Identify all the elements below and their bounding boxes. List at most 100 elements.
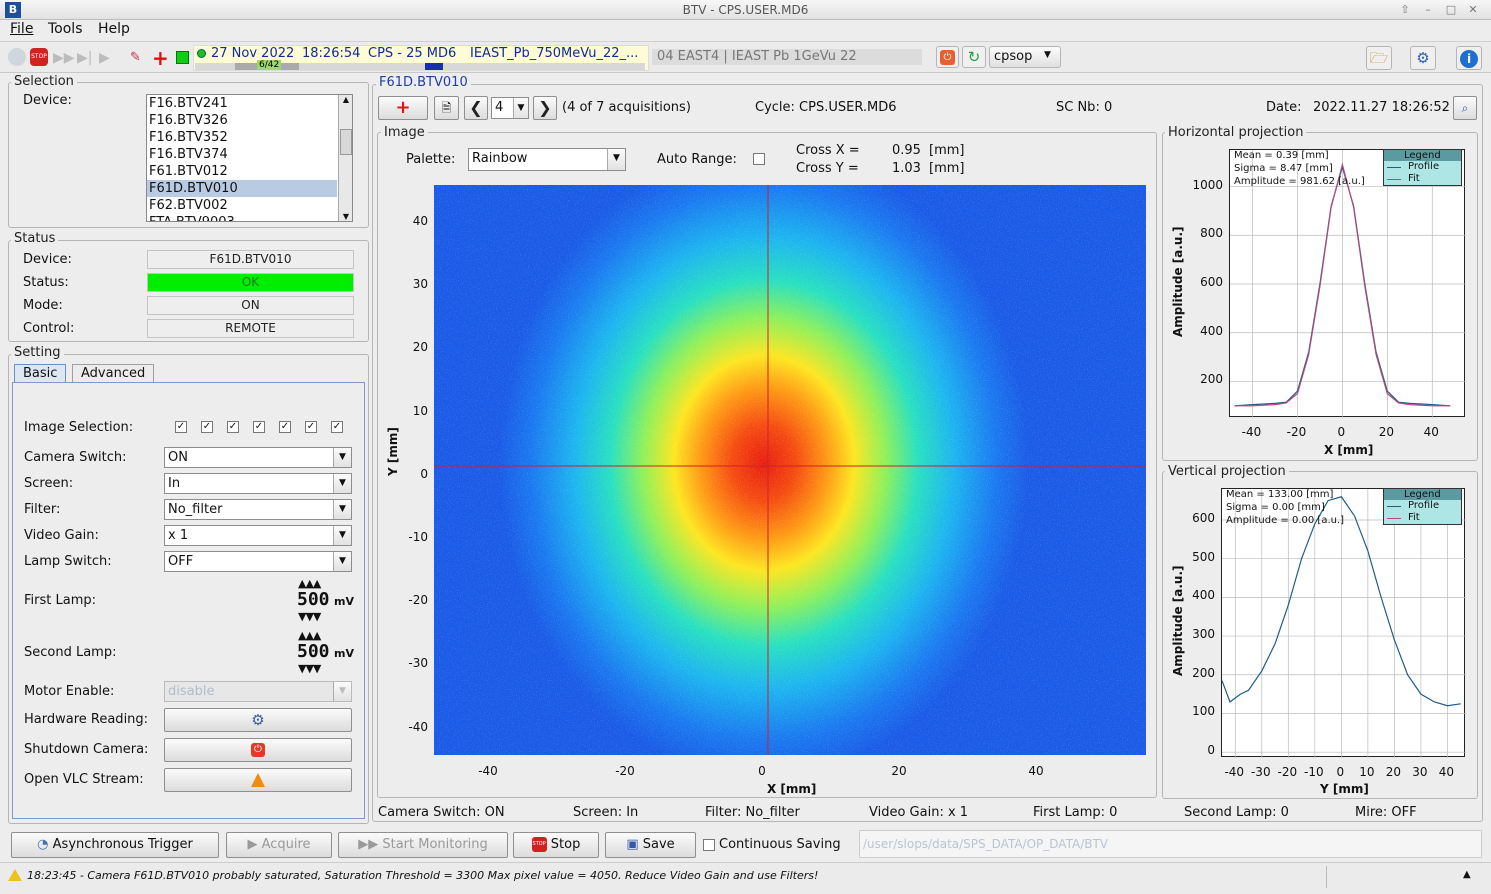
hproj-plot[interactable] (1229, 149, 1466, 418)
info-button[interactable]: i (1456, 46, 1482, 70)
expand-messages-icon[interactable]: ▲ (1463, 869, 1471, 880)
step-icon[interactable]: ▶| (77, 50, 93, 66)
next-button[interactable]: ❯ (533, 96, 557, 120)
camera-switch-select[interactable]: ON ▼ (164, 447, 352, 468)
close-icon[interactable]: ✕ (1468, 3, 1478, 16)
image-selection-checkbox[interactable]: ✓ (253, 421, 265, 433)
image-selection-checkbox[interactable]: ✓ (175, 421, 187, 433)
previous-button[interactable]: ❮ (464, 96, 488, 120)
title-bar: B BTV - CPS.USER.MD6 ⇧ – □ ✕ (0, 0, 1491, 20)
cross-y-value: 1.03 (892, 161, 921, 176)
lamp-switch-select[interactable]: OFF ▼ (164, 551, 352, 572)
timing-user: IEAST_Pb_750MeVu_22_... (470, 46, 639, 61)
device-list-item[interactable]: F16.BTV374 (149, 147, 228, 162)
y-tick-label: 600 (1200, 275, 1223, 289)
menu-file[interactable]: File (10, 21, 34, 37)
image-x-axis-label: X [mm] (767, 782, 817, 796)
stop-icon: STOP (531, 837, 547, 852)
second-lamp-value[interactable]: 500 (297, 641, 330, 662)
device-list-item[interactable]: F16.BTV326 (149, 113, 228, 128)
device-list-item[interactable]: F16.BTV352 (149, 130, 228, 145)
logout-button[interactable]: ⏻ (936, 46, 959, 68)
stop-icon[interactable]: STOP (30, 48, 48, 66)
save-button[interactable]: ▣ Save (605, 832, 696, 858)
y-tick-label: 200 (1192, 665, 1215, 680)
screen-select[interactable]: In ▼ (164, 473, 352, 494)
palette-label: Palette: (406, 152, 456, 167)
vproj-plot[interactable] (1221, 488, 1466, 758)
async-trigger-button[interactable]: ◔ Asynchronous Trigger (11, 832, 219, 858)
image-legend: Image (381, 125, 428, 140)
device-label: Device: (23, 93, 72, 108)
motor-enable-value: disable (168, 684, 215, 699)
rbac-user-select[interactable]: cpsop ▼ (989, 46, 1061, 68)
setting-panel (8, 354, 369, 824)
acquisition-panel (372, 84, 1483, 822)
device-list-item[interactable]: F62.BTV002 (149, 198, 228, 213)
device-list-item[interactable]: F16.BTV241 (149, 96, 228, 111)
save-path-field[interactable]: /user/slops/data/SPS_DATA/OP_DATA/BTV (859, 830, 1482, 858)
play-icon: ▶ (247, 837, 262, 852)
image-selection-checkbox[interactable]: ✓ (331, 421, 343, 433)
stop-button[interactable]: STOP Stop (513, 832, 599, 858)
menu-tools[interactable]: Tools (48, 21, 83, 37)
first-lamp-value[interactable]: 500 (297, 589, 330, 610)
first-lamp-down-arrows[interactable]: ▼▼▼ (298, 610, 321, 623)
gear-icon[interactable]: ⚙ (1410, 46, 1436, 70)
status-panel (8, 240, 369, 342)
y-tick-label: 800 (1200, 226, 1223, 241)
device-list[interactable]: F16.BTV241 F16.BTV326 F16.BTV352 F16.BTV374… (146, 94, 353, 222)
palette-select[interactable]: Rainbow ▼ (468, 148, 626, 171)
zoom-date-button[interactable]: ⌕ (1453, 96, 1477, 120)
summary-screen: Screen: In (573, 805, 639, 820)
device-list-item[interactable]: FTA.BTV9003 (147, 214, 337, 221)
add-acquisition-button[interactable]: + (378, 96, 428, 120)
maximize-icon[interactable]: □ (1445, 3, 1457, 16)
add-icon[interactable]: + (152, 46, 169, 70)
image-selection-checkbox[interactable]: ✓ (279, 421, 291, 433)
auto-range-checkbox[interactable] (753, 153, 765, 165)
menu-help[interactable]: Help (98, 21, 130, 37)
status-status-label: Status: (23, 275, 69, 290)
open-vlc-button[interactable] (164, 768, 352, 792)
hproj-legend-fit: Fit (1384, 173, 1461, 185)
cross-x-label: Cross X = (796, 143, 860, 158)
video-gain-select[interactable]: x 1 ▼ (164, 525, 352, 546)
image-selection-checkbox[interactable]: ✓ (305, 421, 317, 433)
first-lamp-up-arrows[interactable]: ▲▲▲ (298, 577, 321, 590)
refresh-button[interactable]: ↻ (962, 46, 986, 68)
continuous-saving-label: Continuous Saving (719, 837, 841, 852)
continuous-saving-checkbox[interactable] (703, 839, 715, 851)
chevron-down-icon: ▼ (1044, 50, 1051, 60)
tab-advanced[interactable]: Advanced (72, 364, 155, 382)
second-lamp-label: Second Lamp: (24, 645, 117, 660)
image-x-tick-label: 0 (758, 764, 766, 778)
fast-forward-icon[interactable]: ▶▶ (53, 50, 75, 66)
image-selection-checkbox[interactable]: ✓ (201, 421, 213, 433)
rbac-user: cpsop (994, 49, 1033, 64)
second-lamp-down-arrows[interactable]: ▼▼▼ (298, 662, 321, 675)
status-legend: Status (11, 231, 59, 246)
video-gain-value: x 1 (168, 528, 189, 543)
folder-open-icon[interactable]: 🗁 (1366, 46, 1392, 70)
beam-image[interactable] (434, 185, 1146, 755)
device-list-item[interactable]: F61.BTV012 (149, 164, 228, 179)
export-button[interactable]: 🗎 (434, 96, 459, 120)
power-icon: ⏻ (251, 743, 265, 757)
image-y-tick-label: 40 (412, 214, 428, 228)
image-selection-checkbox[interactable]: ✓ (227, 421, 239, 433)
shutdown-camera-button[interactable]: ⏻ (164, 738, 352, 762)
hardware-reading-button[interactable]: ⚙ (164, 708, 352, 732)
device-list-scrollbar[interactable]: ▲ ▼ (338, 95, 352, 221)
clock-icon[interactable] (8, 48, 26, 66)
minimize-icon[interactable]: – (1425, 3, 1431, 16)
summary-mire: Mire: OFF (1355, 805, 1417, 820)
pin-icon[interactable]: ⇧ (1400, 3, 1410, 16)
play-icon[interactable]: ▶ (99, 50, 110, 66)
tab-basic[interactable]: Basic (14, 364, 67, 382)
device-list-item[interactable]: F61D.BTV010 (147, 180, 337, 197)
acquisition-index-select[interactable]: 4 ▼ (491, 97, 529, 119)
eraser-icon[interactable]: ✎ (130, 50, 141, 65)
second-lamp-up-arrows[interactable]: ▲▲▲ (298, 629, 321, 642)
filter-select[interactable]: No_filter ▼ (164, 499, 352, 520)
